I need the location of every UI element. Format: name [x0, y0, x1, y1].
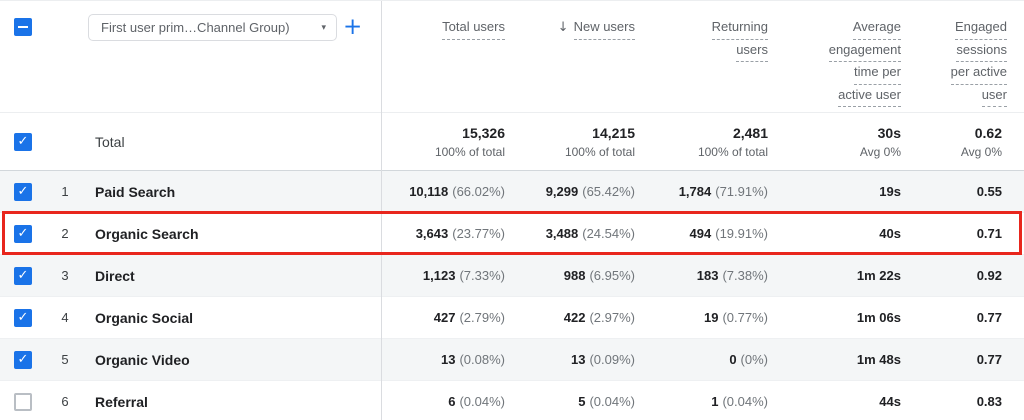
select-all-checkbox[interactable] [14, 18, 32, 36]
cell-returning-users: 183 (7.38%) [696, 268, 768, 283]
metric-value: 30s [877, 124, 901, 141]
row-checkbox[interactable]: ✓ [14, 224, 32, 243]
total-row: ✓ Total 15,326 100% of total 14,215 100%… [0, 113, 1024, 171]
row-checkbox[interactable]: ✓ [14, 266, 32, 285]
cell-engaged-sessions: 0.55 [976, 184, 1002, 199]
row-index: 2 [61, 226, 69, 241]
column-header-avg-engagement-time[interactable]: Average engagement time per active user [768, 1, 901, 112]
cell-new-users: 988 (6.95%) [563, 268, 635, 283]
sort-descending-icon: ↓ [557, 20, 569, 35]
metric-value: 0.62 [974, 124, 1002, 141]
dropdown-arrow-icon: ▾ [321, 22, 326, 33]
channel-name: Organic Search [95, 225, 199, 242]
dimension-dropdown[interactable]: First user prim…Channel Group) ▾ [88, 14, 337, 41]
channel-name: Referral [95, 393, 148, 410]
cell-new-users: 422 (2.97%) [563, 310, 635, 325]
cell-engaged-sessions: 0.83 [976, 394, 1002, 409]
table-row: ✓ 5 Organic Video 13 (0.08%) 13 (0.09%) 0(… [0, 339, 1024, 381]
dimension-dropdown-label: First user prim…Channel Group) [101, 20, 290, 35]
cell-engaged-sessions: 0.77 [976, 352, 1002, 367]
total-cell-returning-users: 2,481 100% of total [635, 113, 768, 170]
cell-returning-users: 1 (0.04%) [711, 394, 768, 409]
total-cell-engaged-sessions: 0.62 Avg 0% [901, 113, 1024, 170]
metric-value: 2,481 [732, 124, 768, 141]
channel-name: Organic Social [95, 309, 194, 326]
row-index: 5 [61, 352, 69, 367]
metric-subtext: Avg 0% [859, 144, 901, 159]
cell-returning-users: 1,784 (71.91%) [678, 184, 768, 199]
row-checkbox[interactable] [14, 392, 32, 411]
cell-total-users: 6 (0.04%) [448, 394, 505, 409]
total-cell-avg-engagement-time: 30s Avg 0% [768, 113, 901, 170]
cell-returning-users: 19 (0.77%) [704, 310, 768, 325]
add-dimension-button[interactable]: + [343, 12, 362, 42]
column-header-total-users[interactable]: Total users [381, 1, 505, 112]
metric-subtext: 100% of total [697, 144, 768, 159]
row-index: 1 [61, 184, 69, 199]
row-index: 3 [61, 268, 69, 283]
cell-engaged-sessions: 0.77 [976, 310, 1002, 325]
column-header-engaged-sessions[interactable]: Engaged sessions per active user [901, 1, 1024, 112]
channel-name: Paid Search [95, 183, 176, 200]
cell-total-users: 1,123 (7.33%) [422, 268, 505, 283]
cell-new-users: 5 (0.04%) [578, 394, 635, 409]
total-cell-new-users: 14,215 100% of total [505, 113, 635, 170]
cell-returning-users: 494 (19.91%) [689, 226, 768, 241]
cell-avg-engagement-time: 44s [879, 394, 901, 409]
metric-value: 15,326 [462, 124, 505, 141]
metric-subtext: 100% of total [434, 144, 505, 159]
cell-avg-engagement-time: 1m 22s [856, 268, 901, 283]
cell-total-users: 13 (0.08%) [441, 352, 505, 367]
channel-name: Direct [95, 267, 135, 284]
cell-new-users: 9,299 (65.42%) [545, 184, 635, 199]
row-index: 4 [61, 310, 69, 325]
cell-avg-engagement-time: 19s [879, 184, 901, 199]
total-label: Total [95, 133, 125, 150]
cell-avg-engagement-time: 1m 48s [856, 352, 901, 367]
cell-avg-engagement-time: 1m 06s [856, 310, 901, 325]
metric-value: 14,215 [592, 124, 635, 141]
channel-name: Organic Video [95, 351, 190, 368]
cell-new-users: 13 (0.09%) [571, 352, 635, 367]
row-index: 6 [61, 394, 69, 409]
cell-avg-engagement-time: 40s [879, 226, 901, 241]
cell-total-users: 3,643 (23.77%) [415, 226, 505, 241]
row-checkbox[interactable]: ✓ [14, 350, 32, 369]
row-checkbox[interactable]: ✓ [14, 182, 32, 201]
cell-total-users: 10,118 (66.02%) [409, 184, 505, 199]
total-cell-total-users: 15,326 100% of total [381, 113, 505, 170]
dimension-header-area: First user prim…Channel Group) ▾ + [0, 1, 381, 112]
cell-returning-users: 0 (0%) [729, 352, 768, 367]
cell-engaged-sessions: 0.71 [976, 226, 1002, 241]
total-row-checkbox[interactable]: ✓ [14, 132, 32, 151]
table-row: 6 Referral 6 (0.04%) 5 (0.04%) 1 (0.04%) 44… [0, 381, 1024, 420]
table-row: ✓ 4 Organic Social 427 (2.79%) 422 (2.97%)… [0, 297, 1024, 339]
column-header-returning-users[interactable]: Returning users [635, 1, 768, 112]
metric-subtext: 100% of total [564, 144, 635, 159]
table-header-row: First user prim…Channel Group) ▾ + Total… [0, 1, 1024, 113]
column-divider [381, 1, 382, 420]
row-checkbox[interactable]: ✓ [14, 308, 32, 327]
column-header-new-users[interactable]: ↓ New users [505, 1, 635, 112]
metric-subtext: Avg 0% [960, 144, 1002, 159]
cell-new-users: 3,488 (24.54%) [545, 226, 635, 241]
table-row: ✓ 2 Organic Search 3,643 (23.77%) 3,488 (2… [0, 213, 1024, 255]
plus-icon: + [343, 14, 363, 40]
cell-engaged-sessions: 0.92 [976, 268, 1002, 283]
cell-total-users: 427 (2.79%) [433, 310, 505, 325]
table-row: ✓ 1 Paid Search 10,118 (66.02%) 9,299 (65.… [0, 171, 1024, 213]
table-row: ✓ 3 Direct 1,123 (7.33%) 988 (6.95%) 183 (7… [0, 255, 1024, 297]
